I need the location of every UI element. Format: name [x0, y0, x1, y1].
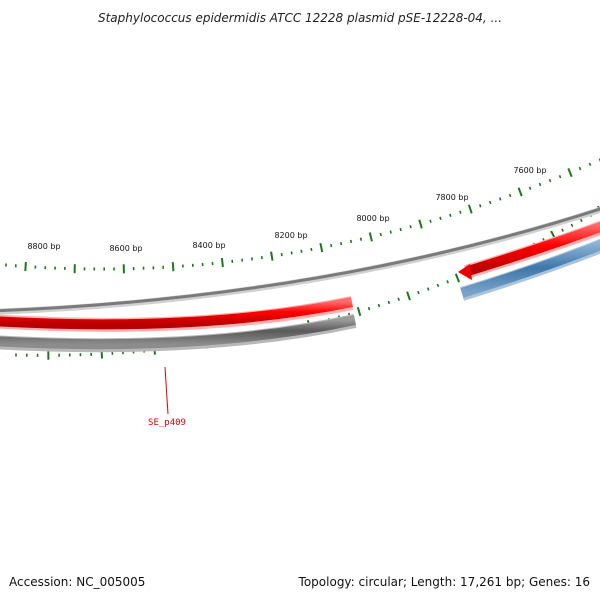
ruler-major-tick — [567, 168, 573, 178]
ruler-minor-tick — [488, 200, 492, 205]
ruler-label-8600: 8600 bp — [109, 244, 142, 253]
ruler-major-tick — [406, 291, 411, 301]
ruler-major-tick — [368, 232, 373, 242]
ruler-minor-tick — [359, 237, 363, 241]
ruler-minor-tick — [330, 243, 333, 248]
gene-arc-gray-left-core — [0, 315, 357, 350]
ruler-minor-tick — [561, 228, 564, 232]
ruler-minor-tick — [498, 197, 502, 201]
ruler-major-tick — [220, 257, 224, 268]
ruler-major-tick — [270, 251, 274, 261]
ruler-minor-tick — [479, 204, 482, 208]
ruler-major-tick — [24, 261, 27, 272]
ruler-label-7800: 7800 bp — [435, 193, 468, 202]
gene-label-leader — [164, 366, 169, 415]
ruler-minor-tick — [446, 280, 449, 284]
ruler-label-8000: 8000 bp — [356, 214, 389, 223]
ruler-minor-tick — [310, 247, 313, 252]
ruler-minor-tick — [367, 306, 371, 311]
gene-arc-red-right-core — [466, 221, 600, 276]
summary-text: Topology: circular; Length: 17,261 bp; G… — [298, 575, 590, 589]
ruler-minor-tick — [528, 186, 532, 190]
ruler-minor-tick — [548, 178, 552, 183]
gene-arc-blue-right-core — [460, 239, 600, 298]
ruler-label-7600: 7600 bp — [513, 166, 546, 175]
ruler-minor-tick — [538, 182, 542, 187]
ruler-minor-tick — [387, 300, 391, 305]
ruler-minor-tick — [558, 174, 562, 179]
ruler-minor-tick — [379, 232, 382, 237]
ruler-minor-tick — [349, 239, 353, 244]
ruler-minor-tick — [439, 216, 442, 220]
ruler-minor-tick — [399, 227, 402, 232]
ruler-minor-tick — [417, 290, 420, 295]
gene-arc-red-left-core — [0, 297, 353, 330]
ruler-label-8800: 8800 bp — [27, 242, 60, 251]
ruler-label-8400: 8400 bp — [192, 241, 225, 250]
ruler-minor-tick — [588, 162, 592, 167]
ruler-minor-tick — [429, 219, 432, 223]
ruler-minor-tick — [290, 251, 293, 255]
ruler-minor-tick — [377, 303, 381, 308]
map-title: Staphylococcus epidermidis ATCC 12228 pl… — [98, 11, 502, 25]
ruler-major-tick — [319, 242, 324, 253]
ruler-major-tick — [454, 273, 461, 283]
ruler-major-tick — [171, 262, 175, 272]
ruler-label-8200: 8200 bp — [274, 231, 307, 240]
ruler-minor-tick — [300, 249, 303, 253]
ruler-minor-tick — [449, 213, 452, 217]
ruler-minor-tick — [397, 297, 400, 301]
ruler-major-tick — [467, 204, 473, 214]
ruler-minor-tick — [436, 283, 440, 288]
backbone-track-core — [0, 207, 600, 313]
ruler-minor-tick — [459, 210, 462, 214]
ruler-major-tick — [517, 187, 523, 197]
accession-text: Accession: NC_005005 — [9, 575, 145, 589]
gene-label-se-p409[interactable]: SE_p409 — [148, 418, 186, 428]
ruler-minor-tick — [579, 218, 583, 222]
ruler-minor-tick — [340, 241, 343, 246]
ruler-minor-tick — [570, 223, 574, 227]
ruler-minor-tick — [389, 230, 392, 234]
ruler-major-tick — [356, 306, 362, 317]
ruler-minor-tick — [409, 225, 412, 229]
ruler-minor-tick — [426, 287, 430, 291]
ruler-major-tick — [418, 219, 423, 229]
ruler-minor-tick — [508, 193, 512, 198]
ruler-minor-tick — [578, 166, 582, 171]
gene-arrowhead-red — [458, 264, 472, 280]
